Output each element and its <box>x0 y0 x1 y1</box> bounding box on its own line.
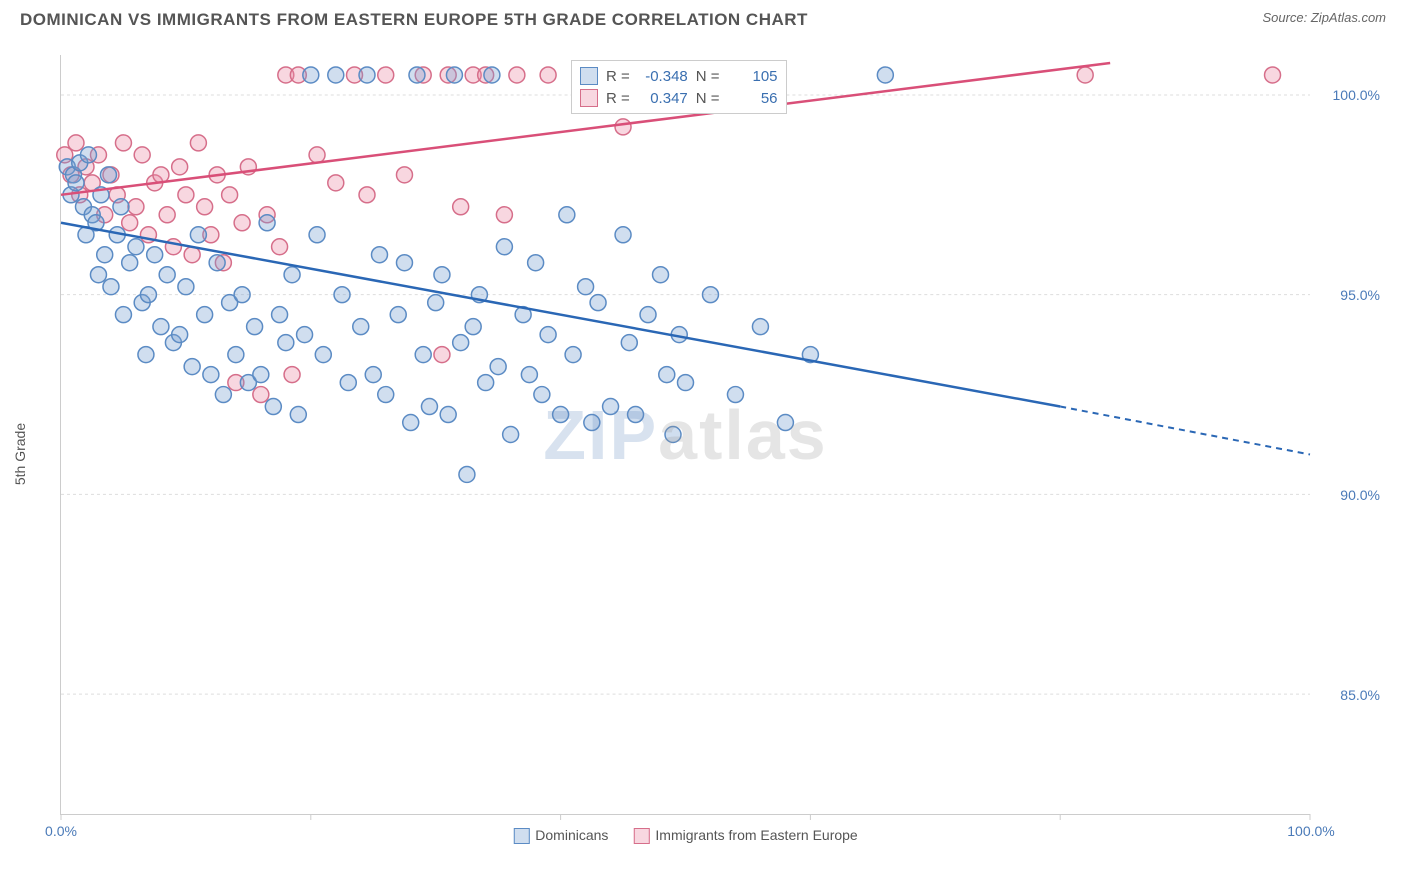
bottom-legend: Dominicans Immigrants from Eastern Europ… <box>513 827 857 844</box>
y-tick-label: 100.0% <box>1333 87 1380 103</box>
legend-item: Dominicans <box>513 827 608 844</box>
y-tick-label: 95.0% <box>1340 287 1380 303</box>
chart-title: DOMINICAN VS IMMIGRANTS FROM EASTERN EUR… <box>20 10 808 30</box>
correlation-stats-box: R = -0.348 N = 105 R = 0.347 N = 56 <box>571 60 787 114</box>
chart-source: Source: ZipAtlas.com <box>1262 10 1386 25</box>
stats-row: R = -0.348 N = 105 <box>580 65 778 87</box>
chart-plot-area: ZIPatlas R = -0.348 N = 105 R = 0.347 N … <box>60 55 1310 815</box>
y-axis-label: 5th Grade <box>12 423 28 485</box>
y-tick-label: 85.0% <box>1340 687 1380 703</box>
scatter-svg <box>61 55 1310 814</box>
legend-item: Immigrants from Eastern Europe <box>633 827 857 844</box>
stats-row: R = 0.347 N = 56 <box>580 87 778 109</box>
x-tick-label: 100.0% <box>1287 823 1334 839</box>
x-tick-label: 0.0% <box>45 823 77 839</box>
y-tick-label: 90.0% <box>1340 487 1380 503</box>
